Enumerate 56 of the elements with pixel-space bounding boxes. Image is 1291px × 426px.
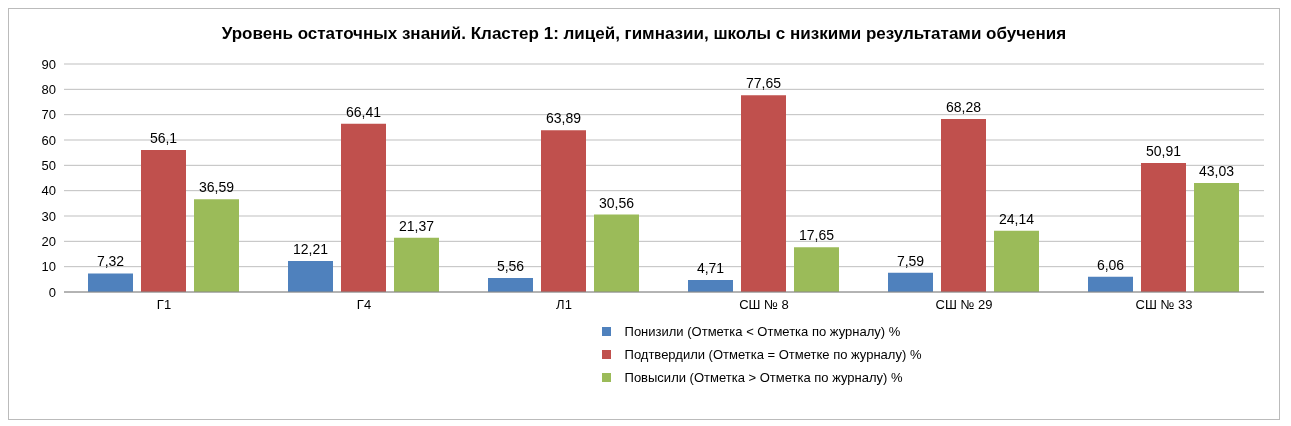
data-label: 6,06 [1096,256,1125,273]
bar [941,119,986,292]
data-label: 17,65 [798,227,835,244]
bar [794,247,839,292]
y-tick-label: 70 [41,107,56,123]
bar [994,230,1039,292]
data-label: 50,91 [1145,143,1182,160]
x-tick-label: Г4 [356,297,372,313]
data-label: 7,32 [96,253,125,270]
x-tick-label: Г1 [156,297,172,313]
y-tick-label: 0 [48,284,56,300]
y-tick-label: 90 [41,56,56,72]
data-label: 56,1 [149,129,178,146]
bar [488,277,533,292]
bar [88,273,133,292]
data-label: 68,28 [945,99,982,116]
bar [541,130,586,292]
x-tick-label: Л1 [556,297,572,313]
data-label: 7,59 [896,252,925,269]
legend-label: Повысили (Отметка > Отметка по журналу) % [624,370,903,385]
data-label: 43,03 [1198,162,1235,179]
y-tick-label: 20 [41,233,56,249]
bar [288,261,333,292]
x-tick-label: СШ № 29 [935,297,993,313]
data-label: 24,14 [998,210,1035,227]
y-tick-label: 60 [41,132,56,148]
bar [341,123,386,292]
bar [141,149,186,292]
data-label: 63,89 [545,110,582,127]
y-tick-label: 80 [41,81,56,97]
data-label: 30,56 [598,194,635,211]
legend-label: Понизили (Отметка < Отметка по журналу) % [624,324,901,339]
bar [741,95,786,292]
data-label: 66,41 [345,103,382,120]
y-tick-label: 10 [41,259,56,275]
bar [1141,163,1186,292]
data-label: 12,21 [292,241,329,258]
x-tick-label: СШ № 8 [739,297,789,313]
bar [594,214,639,292]
chart-title: Уровень остаточных знаний. Кластер 1: лицей, гимназии, школы с низкими результатами обучения [220,23,1068,44]
bar [1088,276,1133,292]
x-tick-label: СШ № 33 [1135,297,1193,313]
data-label: 36,59 [198,179,235,196]
y-tick-label: 30 [41,208,56,224]
data-label: 21,37 [398,217,435,234]
bar [688,280,733,292]
bar [888,272,933,292]
data-label: 4,71 [696,260,725,277]
bar [194,199,239,292]
bar [1194,182,1239,292]
y-tick-label: 50 [41,157,56,173]
data-label: 5,56 [496,257,525,274]
bar [394,237,439,292]
legend-label: Подтвердили (Отметка = Отметке по журналу) % [624,347,922,362]
data-label: 77,65 [745,75,782,92]
y-tick-label: 40 [41,183,56,199]
